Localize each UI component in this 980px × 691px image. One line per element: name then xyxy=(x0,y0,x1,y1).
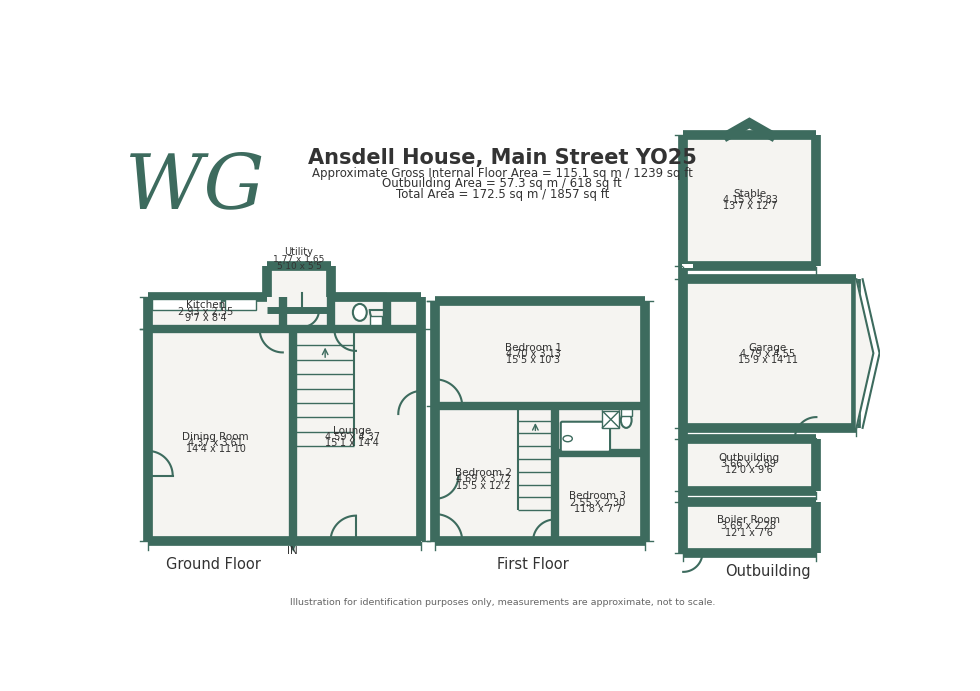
Text: Bedroom 2: Bedroom 2 xyxy=(455,468,512,478)
Bar xyxy=(682,264,693,269)
Text: Lounge: Lounge xyxy=(333,426,371,436)
Text: 11'8 x 7'7: 11'8 x 7'7 xyxy=(574,504,621,513)
Text: Ground Floor: Ground Floor xyxy=(166,557,261,571)
Text: Ansdell House, Main Street YO25: Ansdell House, Main Street YO25 xyxy=(308,149,697,169)
Text: 2.55 x 2.30: 2.55 x 2.30 xyxy=(570,498,625,508)
Polygon shape xyxy=(293,330,421,541)
Text: Outbuilding: Outbuilding xyxy=(725,565,810,579)
Text: 4.69 x 3.72: 4.69 x 3.72 xyxy=(456,475,511,484)
Polygon shape xyxy=(555,406,645,453)
Text: 2.93 x 2.55: 2.93 x 2.55 xyxy=(178,307,233,316)
Text: 15'9 x 14'11: 15'9 x 14'11 xyxy=(738,355,798,365)
Polygon shape xyxy=(683,502,816,553)
Text: Total Area = 172.5 sq m / 1857 sq ft: Total Area = 172.5 sq m / 1857 sq ft xyxy=(396,188,609,201)
Text: 12'0 x 9'6: 12'0 x 9'6 xyxy=(725,465,772,475)
Text: Boiler Room: Boiler Room xyxy=(717,515,780,525)
Bar xyxy=(369,316,382,325)
Text: Bedroom 1: Bedroom 1 xyxy=(505,343,562,353)
Text: 15'5 x 10'3: 15'5 x 10'3 xyxy=(506,355,560,365)
Text: 13'7 x 12'7: 13'7 x 12'7 xyxy=(723,201,777,211)
Polygon shape xyxy=(148,297,283,330)
Text: Bedroom 3: Bedroom 3 xyxy=(569,491,626,502)
Text: First Floor: First Floor xyxy=(497,557,569,571)
Text: 15'1 x 14'4: 15'1 x 14'4 xyxy=(325,438,379,448)
Text: 4.15 x 3.83: 4.15 x 3.83 xyxy=(723,195,777,205)
Text: 9'7 x 8'4: 9'7 x 8'4 xyxy=(185,313,226,323)
Text: Illustration for identification purposes only, measurements are approximate, not: Illustration for identification purposes… xyxy=(289,598,715,607)
Polygon shape xyxy=(148,330,293,541)
Polygon shape xyxy=(435,301,645,406)
Ellipse shape xyxy=(564,435,572,442)
Text: Stable: Stable xyxy=(734,189,766,199)
Text: 4.59 x 4.37: 4.59 x 4.37 xyxy=(324,432,379,442)
Ellipse shape xyxy=(621,413,632,428)
Polygon shape xyxy=(267,266,331,310)
Polygon shape xyxy=(683,439,816,491)
Text: WG: WG xyxy=(124,150,264,224)
Polygon shape xyxy=(728,123,771,135)
Polygon shape xyxy=(683,279,857,428)
Text: 4.70 x 3.13: 4.70 x 3.13 xyxy=(506,349,561,359)
Text: 4.79 x 4.55: 4.79 x 4.55 xyxy=(740,349,796,359)
Polygon shape xyxy=(283,297,421,330)
FancyBboxPatch shape xyxy=(561,422,611,452)
Text: 14'4 x 11'10: 14'4 x 11'10 xyxy=(186,444,246,455)
Text: Kitchen: Kitchen xyxy=(186,301,225,310)
Bar xyxy=(225,299,256,310)
Polygon shape xyxy=(435,406,555,541)
Text: 12'1 x 7'6: 12'1 x 7'6 xyxy=(725,528,772,538)
Bar xyxy=(621,409,632,415)
Text: Dining Room: Dining Room xyxy=(182,432,249,442)
Polygon shape xyxy=(683,135,816,266)
Text: Approximate Gross Internal Floor Area = 115.1 sq m / 1239 sq ft: Approximate Gross Internal Floor Area = … xyxy=(312,167,693,180)
Text: 3.66 x 2.89: 3.66 x 2.89 xyxy=(721,459,776,469)
Text: Outbuilding: Outbuilding xyxy=(718,453,779,463)
Text: Garage: Garage xyxy=(749,343,787,353)
Text: Outbuilding Area = 57.3 sq m / 618 sq ft: Outbuilding Area = 57.3 sq m / 618 sq ft xyxy=(382,178,622,190)
Polygon shape xyxy=(331,297,387,330)
Polygon shape xyxy=(857,279,873,428)
Text: 3.69 x 2.28: 3.69 x 2.28 xyxy=(721,522,776,531)
Ellipse shape xyxy=(353,304,367,321)
Text: IN: IN xyxy=(287,546,298,556)
Text: 5'10 x 5'5: 5'10 x 5'5 xyxy=(276,262,321,271)
Text: 1.77 x 1.65: 1.77 x 1.65 xyxy=(273,255,324,264)
Text: Utility: Utility xyxy=(284,247,314,257)
Text: 15'5 x 12'2: 15'5 x 12'2 xyxy=(456,481,511,491)
Polygon shape xyxy=(555,453,645,541)
Bar xyxy=(152,299,221,310)
Text: 4.37 x 3.61: 4.37 x 3.61 xyxy=(188,438,243,448)
Bar xyxy=(603,411,619,428)
